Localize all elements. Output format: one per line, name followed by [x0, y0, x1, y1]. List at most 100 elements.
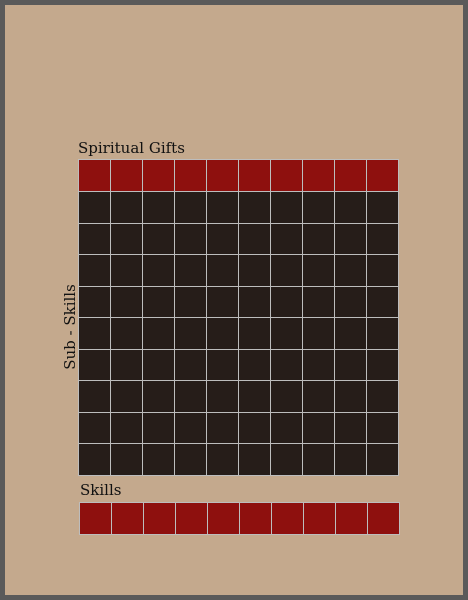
sub-skill-slot[interactable]: [335, 255, 366, 286]
sub-skill-slot[interactable]: [79, 255, 110, 286]
sub-skill-slot[interactable]: [175, 192, 206, 223]
sub-skill-slot[interactable]: [335, 381, 366, 412]
sub-skill-slot[interactable]: [239, 349, 270, 380]
skill-slot[interactable]: [304, 503, 335, 534]
sub-skill-slot[interactable]: [303, 412, 334, 443]
skill-slot[interactable]: [80, 503, 111, 534]
sub-skill-slot[interactable]: [111, 412, 142, 443]
sub-skill-slot[interactable]: [239, 223, 270, 254]
sub-skill-slot[interactable]: [335, 286, 366, 317]
sub-skill-slot[interactable]: [79, 318, 110, 349]
sub-skill-slot[interactable]: [175, 255, 206, 286]
sub-skill-slot[interactable]: [207, 412, 238, 443]
sub-skill-slot[interactable]: [175, 412, 206, 443]
sub-skill-slot[interactable]: [175, 381, 206, 412]
sub-skill-slot[interactable]: [367, 223, 398, 254]
sub-skill-slot[interactable]: [79, 349, 110, 380]
skill-slot[interactable]: [336, 503, 367, 534]
sub-skill-slot[interactable]: [207, 381, 238, 412]
spiritual-gift-slot[interactable]: [79, 160, 110, 191]
sub-skill-slot[interactable]: [143, 286, 174, 317]
sub-skill-slot[interactable]: [207, 349, 238, 380]
sub-skill-slot[interactable]: [303, 223, 334, 254]
spiritual-gift-slot[interactable]: [335, 160, 366, 191]
spiritual-gift-slot[interactable]: [239, 160, 270, 191]
spiritual-gift-slot[interactable]: [207, 160, 238, 191]
sub-skill-slot[interactable]: [143, 255, 174, 286]
sub-skill-slot[interactable]: [271, 444, 302, 475]
sub-skill-slot[interactable]: [367, 286, 398, 317]
sub-skill-slot[interactable]: [207, 192, 238, 223]
sub-skill-slot[interactable]: [111, 192, 142, 223]
sub-skill-slot[interactable]: [303, 349, 334, 380]
sub-skill-slot[interactable]: [239, 318, 270, 349]
sub-skill-slot[interactable]: [367, 349, 398, 380]
sub-skill-slot[interactable]: [367, 318, 398, 349]
sub-skill-slot[interactable]: [335, 444, 366, 475]
sub-skill-slot[interactable]: [239, 192, 270, 223]
sub-skill-slot[interactable]: [111, 318, 142, 349]
skill-slot[interactable]: [112, 503, 143, 534]
sub-skill-slot[interactable]: [143, 318, 174, 349]
sub-skill-slot[interactable]: [79, 412, 110, 443]
sub-skill-slot[interactable]: [335, 223, 366, 254]
sub-skill-slot[interactable]: [239, 255, 270, 286]
spiritual-gift-slot[interactable]: [303, 160, 334, 191]
sub-skill-slot[interactable]: [111, 255, 142, 286]
sub-skill-slot[interactable]: [335, 192, 366, 223]
sub-skill-slot[interactable]: [367, 255, 398, 286]
sub-skill-slot[interactable]: [111, 444, 142, 475]
sub-skill-slot[interactable]: [143, 412, 174, 443]
sub-skill-slot[interactable]: [143, 192, 174, 223]
sub-skill-slot[interactable]: [111, 223, 142, 254]
spiritual-gift-slot[interactable]: [271, 160, 302, 191]
sub-skill-slot[interactable]: [79, 444, 110, 475]
sub-skill-slot[interactable]: [303, 444, 334, 475]
sub-skill-slot[interactable]: [143, 349, 174, 380]
spiritual-gift-slot[interactable]: [143, 160, 174, 191]
sub-skill-slot[interactable]: [271, 349, 302, 380]
sub-skill-slot[interactable]: [143, 381, 174, 412]
sub-skill-slot[interactable]: [143, 444, 174, 475]
spiritual-gift-slot[interactable]: [111, 160, 142, 191]
sub-skill-slot[interactable]: [367, 412, 398, 443]
sub-skill-slot[interactable]: [303, 192, 334, 223]
skill-slot[interactable]: [240, 503, 271, 534]
sub-skill-slot[interactable]: [207, 286, 238, 317]
skill-slot[interactable]: [176, 503, 207, 534]
sub-skill-slot[interactable]: [239, 412, 270, 443]
spiritual-gift-slot[interactable]: [367, 160, 398, 191]
sub-skill-slot[interactable]: [335, 349, 366, 380]
sub-skill-slot[interactable]: [79, 286, 110, 317]
sub-skill-slot[interactable]: [79, 192, 110, 223]
sub-skill-slot[interactable]: [303, 381, 334, 412]
sub-skill-slot[interactable]: [111, 286, 142, 317]
sub-skill-slot[interactable]: [271, 412, 302, 443]
sub-skill-slot[interactable]: [79, 381, 110, 412]
sub-skill-slot[interactable]: [303, 255, 334, 286]
sub-skill-slot[interactable]: [271, 192, 302, 223]
sub-skill-slot[interactable]: [303, 318, 334, 349]
sub-skill-slot[interactable]: [303, 286, 334, 317]
sub-skill-slot[interactable]: [175, 444, 206, 475]
sub-skill-slot[interactable]: [207, 444, 238, 475]
sub-skill-slot[interactable]: [111, 349, 142, 380]
sub-skill-slot[interactable]: [111, 381, 142, 412]
sub-skill-slot[interactable]: [367, 381, 398, 412]
skill-slot[interactable]: [144, 503, 175, 534]
sub-skill-slot[interactable]: [239, 381, 270, 412]
sub-skill-slot[interactable]: [207, 223, 238, 254]
sub-skill-slot[interactable]: [335, 318, 366, 349]
sub-skill-slot[interactable]: [271, 223, 302, 254]
sub-skill-slot[interactable]: [335, 412, 366, 443]
sub-skill-slot[interactable]: [175, 318, 206, 349]
sub-skill-slot[interactable]: [175, 223, 206, 254]
sub-skill-slot[interactable]: [207, 255, 238, 286]
sub-skill-slot[interactable]: [207, 318, 238, 349]
sub-skill-slot[interactable]: [239, 444, 270, 475]
spiritual-gift-slot[interactable]: [175, 160, 206, 191]
sub-skill-slot[interactable]: [143, 223, 174, 254]
sub-skill-slot[interactable]: [175, 286, 206, 317]
sub-skill-slot[interactable]: [239, 286, 270, 317]
sub-skill-slot[interactable]: [367, 444, 398, 475]
